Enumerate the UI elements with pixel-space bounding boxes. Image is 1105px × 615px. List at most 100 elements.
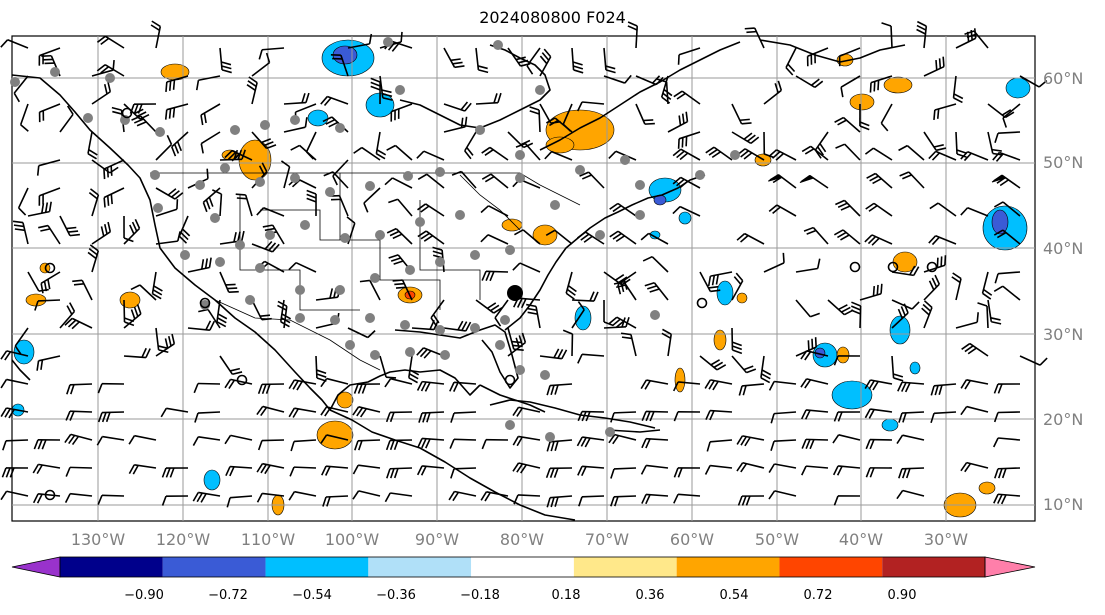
wind-barb — [97, 494, 125, 505]
wind-barb — [795, 258, 821, 273]
station-dot — [335, 285, 345, 295]
wind-barb — [921, 300, 933, 329]
wind-barb — [896, 489, 925, 500]
wind-barb — [256, 492, 285, 503]
wind-barb — [385, 439, 413, 451]
lon-label-120w: 120°W — [156, 530, 211, 549]
wind-barb — [960, 379, 989, 390]
station-dot — [493, 40, 503, 50]
wind-barb — [12, 220, 29, 245]
wind-barb — [103, 187, 125, 208]
lon-label-30w: 30°W — [924, 530, 968, 549]
colorbar-tick-label: −0.90 — [124, 588, 164, 603]
wind-barb — [526, 303, 541, 329]
wind-barb — [641, 437, 669, 449]
shading-blob — [532, 224, 558, 246]
lon-label-40w: 40°W — [839, 530, 883, 549]
station-dot — [330, 315, 340, 325]
wind-barb — [677, 47, 701, 65]
shading-blob — [574, 305, 592, 331]
wind-barb — [386, 144, 413, 161]
wind-barb — [507, 332, 527, 357]
wind-barb — [165, 75, 189, 93]
wind-barb — [13, 75, 29, 103]
colorbar-tick-label: −0.36 — [376, 588, 416, 603]
wind-barb — [546, 383, 573, 396]
wind-barb — [347, 327, 376, 339]
station-dot — [620, 155, 630, 165]
wind-barb — [481, 173, 509, 189]
wind-barb — [481, 270, 509, 282]
wind-barb — [571, 291, 599, 302]
wind-barb — [642, 255, 669, 273]
wind-barb — [164, 103, 189, 120]
wind-barb — [352, 406, 381, 418]
colorbar-tick-label: 0.36 — [636, 588, 665, 603]
lon-label-90w: 90°W — [415, 530, 459, 549]
wind-barb — [155, 199, 179, 217]
station-dot — [260, 120, 270, 130]
wind-barb — [211, 189, 223, 217]
wind-barb — [699, 355, 727, 371]
wind-barb — [0, 407, 29, 419]
wind-barb — [835, 143, 861, 161]
wind-barb — [64, 433, 93, 446]
wind-barb — [916, 20, 928, 49]
station-dot — [540, 370, 550, 380]
wind-barb — [123, 347, 151, 359]
wind-barb — [450, 467, 477, 479]
station-dot — [695, 170, 705, 180]
wind-barb — [194, 411, 221, 423]
wind-barb — [512, 406, 541, 417]
wind-barb — [332, 159, 349, 186]
wind-barb — [448, 490, 477, 502]
wind-barb — [480, 234, 509, 245]
calm-circle — [236, 374, 248, 386]
wind-barb — [451, 170, 477, 189]
latitude-labels: 60°N 50°N 40°N 30°N 20°N 10°N — [1043, 69, 1083, 514]
wind-barb — [161, 495, 189, 506]
station-dot — [295, 313, 305, 323]
wind-barb — [673, 90, 701, 105]
station-dot — [415, 217, 425, 227]
wind-barb — [347, 33, 373, 49]
wind-barb — [88, 188, 100, 217]
lat-label-60n: 60°N — [1043, 69, 1083, 88]
wind-barb — [960, 151, 989, 162]
station-dot — [150, 170, 160, 180]
wind-barb — [565, 271, 577, 300]
wind-barb — [38, 103, 61, 123]
wind-barb — [545, 229, 573, 245]
shading-blob — [881, 418, 899, 432]
wind-barb — [673, 410, 701, 422]
wind-barb — [370, 77, 381, 105]
calm-circle — [887, 261, 899, 273]
colorbar — [11, 556, 1036, 578]
wind-barb — [768, 463, 797, 473]
wind-barb — [416, 465, 445, 476]
wind-barb — [131, 115, 157, 133]
station-dot — [325, 187, 335, 197]
station-dot — [290, 115, 300, 125]
wind-barb — [59, 302, 76, 329]
wind-barb — [795, 75, 824, 89]
wind-barb — [17, 187, 29, 216]
wind-barb — [992, 151, 1021, 162]
wind-barb — [667, 111, 689, 133]
station-dot — [235, 240, 245, 250]
wind-barb — [384, 492, 413, 503]
wind-barb — [993, 411, 1021, 423]
wind-barb — [576, 231, 605, 245]
wind-barb — [859, 103, 870, 131]
station-dot — [180, 250, 190, 260]
station-dot — [535, 85, 545, 95]
wind-barb — [288, 261, 317, 273]
wind-barb — [480, 491, 509, 502]
station-dot — [153, 203, 163, 213]
wind-barb — [386, 227, 413, 245]
wind-barb — [123, 218, 141, 245]
station-dot — [455, 210, 465, 220]
wind-barb — [800, 409, 829, 420]
station-dot — [340, 233, 350, 243]
wind-barb — [641, 493, 669, 505]
